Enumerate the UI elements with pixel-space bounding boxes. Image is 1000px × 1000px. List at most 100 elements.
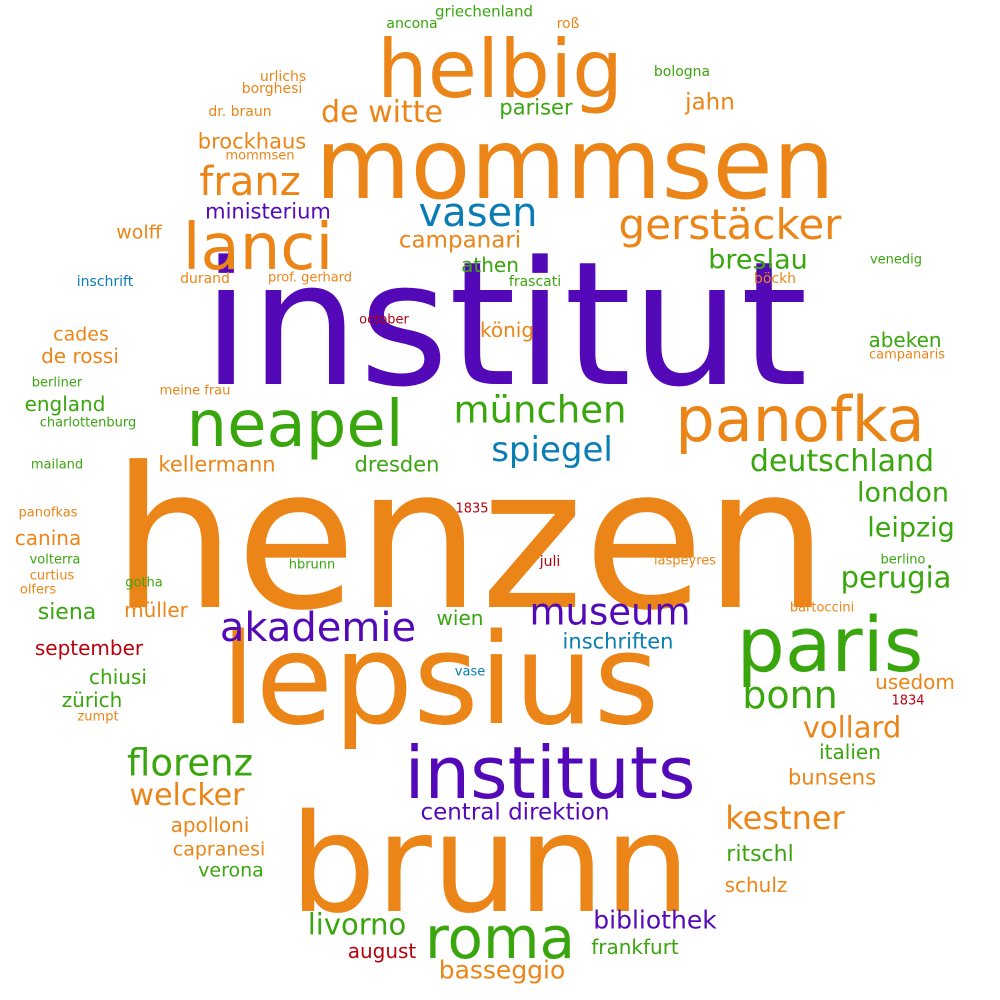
word-leipzig-29: leipzig (867, 512, 955, 544)
word-mueller-59: müller (124, 598, 188, 622)
word-volterra-88: volterra (29, 552, 81, 568)
word-london-28: london (857, 477, 949, 509)
word-roma-11: roma (424, 904, 576, 972)
word-1835-87: 1835 (455, 501, 489, 517)
word-akademie-15: akademie (219, 605, 417, 651)
word-apolloni-45: apolloni (170, 813, 250, 837)
word-boeckh-78: böckh (753, 271, 797, 287)
word-dresden-42: dresden (354, 452, 440, 477)
word-bartoccini-96: bartoccini (789, 600, 855, 616)
word-mommsen-4: mommsen (315, 108, 835, 222)
word-durand-75: durand (180, 271, 230, 287)
word-borghesi-71: borghesi (241, 81, 303, 97)
word-lanci-8: lanci (182, 211, 334, 285)
word-chiusi-56: chiusi (89, 665, 147, 689)
word-siena-37: siena (37, 600, 97, 625)
word-breslau-30: breslau (708, 244, 808, 276)
word-usedom-52: usedom (875, 670, 955, 694)
word-central-direktion-34: central direktion (420, 799, 610, 826)
word-verona-65: verona (198, 859, 264, 882)
word-panofkas-86: panofkas (18, 505, 78, 521)
word-meine-frau-83: meine frau (159, 383, 231, 399)
word-mommsen-73: mommsen (225, 148, 295, 164)
word-curtius-93: curtius (29, 568, 75, 584)
word-perugia-26: perugia (840, 560, 952, 595)
word-de-witte-22: de witte (321, 95, 443, 130)
word-1834-98: 1834 (891, 693, 925, 709)
word-frankfurt-49: frankfurt (591, 935, 679, 959)
word-koenig-54: könig (479, 318, 535, 342)
word-zumpt-99: zumpt (77, 709, 119, 725)
word-deutschland-23: deutschland (749, 444, 935, 479)
word-ross-68: roß (556, 16, 580, 32)
word-dr-braun-72: dr. braun (208, 104, 272, 120)
word-schulz-48: schulz (724, 873, 788, 897)
word-capranesi-64: capranesi (172, 838, 266, 861)
word-urlichs-70: urlichs (259, 69, 307, 85)
word-bibliothek-32: bibliothek (593, 905, 717, 935)
word-campanaris-81: campanaris (869, 347, 945, 363)
word-vasen-13: vasen (418, 190, 538, 236)
word-ministerium-40: ministerium (205, 199, 331, 224)
word-gerstaecker-12: gerstäcker (618, 200, 842, 249)
word-olfers-94: olfers (19, 582, 57, 598)
word-laspeyres-91: laspeyres (653, 553, 717, 569)
word-prof-gerhard-76: prof. gerhard (267, 270, 353, 286)
word-september-60: september (34, 636, 144, 660)
word-paris-6: paris (736, 600, 924, 689)
word-henzen-0: henzen (111, 426, 829, 654)
word-brockhaus-38: brockhaus (197, 129, 307, 154)
word-canina-58: canina (14, 526, 82, 550)
word-de-rossi-51: de rossi (41, 344, 119, 368)
word-bunsens-44: bunsens (787, 765, 877, 790)
word-berliner-82: berliner (31, 375, 83, 391)
word-vase-97: vase (454, 664, 486, 680)
word-bonn-16: bonn (742, 673, 838, 717)
word-campanari-33: campanari (398, 227, 522, 254)
word-neapel-9: neapel (186, 388, 404, 462)
word-jahn-35: jahn (685, 89, 735, 116)
word-basseggio-31: basseggio (438, 955, 566, 985)
word-florenz-19: florenz (127, 741, 253, 785)
word-mailand-85: mailand (30, 457, 84, 473)
word-wolff-62: wolff (116, 221, 162, 244)
word-panofka-10: panofka (675, 383, 925, 456)
word-wien-55: wien (436, 606, 484, 630)
word-juli-90: juli (539, 554, 561, 570)
word-hbrunn-89: hbrunn (288, 557, 336, 573)
word-kellermann-41: kellermann (158, 452, 276, 477)
word-gotha-95: gotha (125, 575, 163, 591)
word-august-61: august (347, 939, 417, 963)
word-abeken-46: abeken (868, 328, 942, 352)
word-bologna-69: bologna (653, 64, 711, 80)
word-venedig-79: venedig (869, 252, 923, 268)
word-ritschl-36: ritschl (726, 842, 794, 867)
word-vollard-25: vollard (802, 710, 902, 745)
word-spiegel-20: spiegel (491, 430, 613, 470)
word-inschrift-74: inschrift (76, 274, 134, 290)
word-livorno-27: livorno (307, 907, 407, 942)
word-pariser-39: pariser (499, 95, 573, 120)
word-kestner-21: kestner (725, 799, 845, 837)
word-brunn-2: brunn (289, 786, 691, 944)
word-institut-1: institut (202, 224, 808, 425)
word-franz-14: franz (199, 159, 301, 205)
word-cades-63: cades (53, 323, 109, 346)
word-frascati-77: frascati (508, 274, 562, 290)
word-welcker-24: welcker (129, 778, 245, 813)
word-berlino-92: berlino (880, 552, 926, 568)
word-charlottenburg-84: charlottenburg (39, 415, 137, 431)
word-italien-47: italien (819, 740, 881, 764)
word-griechenland-66: griechenland (435, 2, 533, 21)
word-lepsius-3: lepsius (220, 606, 660, 753)
word-october-80: october (359, 312, 409, 328)
word-helbig-5: helbig (377, 23, 623, 116)
word-england-50: england (24, 392, 106, 416)
word-athen-53: athen (461, 253, 519, 277)
word-muenchen-17: münchen (453, 388, 627, 432)
word-instituts-7: instituts (404, 731, 696, 815)
word-ancona-67: ancona (386, 16, 438, 32)
word-inschriften-43: inschriften (562, 629, 674, 654)
word-museum-18: museum (529, 590, 691, 634)
